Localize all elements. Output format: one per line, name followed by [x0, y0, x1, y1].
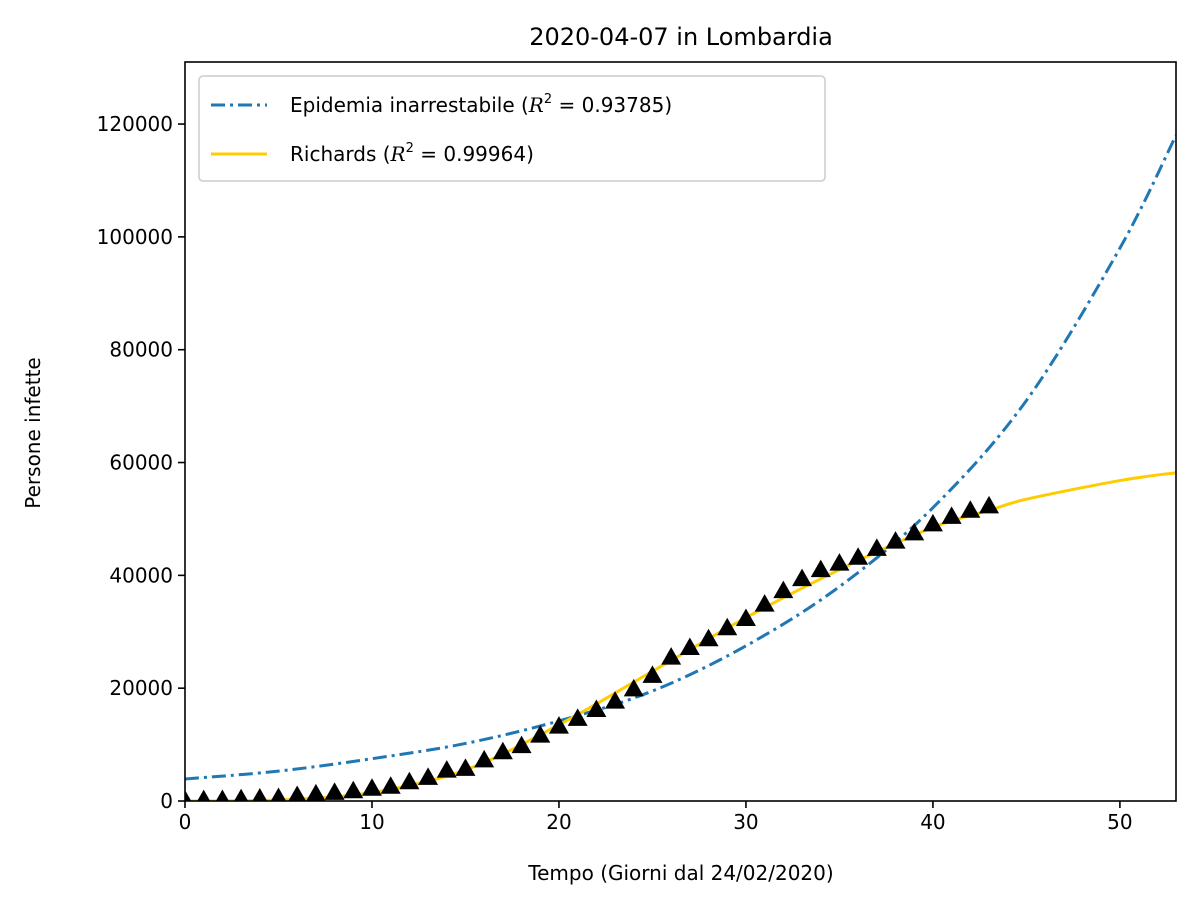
data-point-marker — [866, 538, 887, 556]
x-axis-label: Tempo (Giorni dal 24/02/2020) — [527, 861, 833, 885]
data-point-marker — [979, 495, 1000, 514]
data-point-marker — [735, 608, 756, 627]
data-point-marker — [698, 628, 719, 647]
x-tick-label: 10 — [359, 810, 384, 834]
data-point-marker — [810, 559, 831, 578]
y-tick-label: 40000 — [109, 563, 173, 587]
data-point-marker — [380, 776, 401, 794]
data-point-marker — [215, 789, 229, 801]
data-point-marker — [197, 789, 211, 801]
y-tick-label: 120000 — [97, 112, 173, 136]
y-tick-label: 20000 — [109, 676, 173, 700]
data-point-marker — [306, 783, 326, 801]
data-point-marker — [361, 778, 382, 796]
data-point-marker — [185, 790, 192, 801]
x-tick-label: 30 — [733, 810, 758, 834]
data-point-marker — [474, 749, 495, 768]
plot-frame — [184, 61, 1177, 802]
data-point-marker — [941, 506, 962, 524]
data-point-marker — [270, 787, 287, 801]
plot-layer — [185, 134, 1176, 801]
data-point-marker — [922, 513, 943, 532]
data-point-marker — [492, 741, 513, 760]
data-point-marker — [754, 594, 775, 612]
data-point-marker — [792, 568, 813, 587]
data-point-marker — [418, 767, 439, 785]
data-point-marker — [717, 617, 738, 636]
x-tick-label: 50 — [1107, 810, 1132, 834]
chart-title: 2020-04-07 in Lombardia — [529, 23, 833, 51]
data-point-marker — [567, 708, 588, 726]
data-point-marker — [548, 716, 569, 734]
data-point-marker — [960, 500, 981, 518]
x-tick-label: 20 — [546, 810, 571, 834]
data-point-marker — [605, 691, 626, 709]
data-point-marker — [436, 760, 457, 778]
y-tick-label: 0 — [160, 789, 173, 813]
data-point-marker — [623, 678, 644, 697]
axes-layer: 0 10 20 30 40 50 0 20000 40000 60000 80000 100000 12… — [97, 61, 1177, 834]
data-point-marker — [679, 637, 700, 656]
legend-label-richards: Richards (R2 = 0.99964) — [290, 141, 534, 166]
data-point-marker — [773, 580, 794, 599]
y-tick-label: 60000 — [109, 451, 173, 475]
data-point-marker — [904, 522, 925, 541]
data-point-marker — [234, 788, 249, 801]
legend: Epidemia inarrestabile (R2 = 0.93785) Ri… — [198, 75, 826, 182]
legend-box — [198, 75, 826, 182]
y-tick-label: 100000 — [97, 225, 173, 249]
data-point-marker — [848, 547, 869, 565]
data-point-marker — [288, 785, 307, 801]
legend-label-epidemia: Epidemia inarrestabile (R2 = 0.93785) — [290, 92, 672, 117]
data-point-marker — [511, 735, 532, 754]
y-tick-label: 80000 — [109, 338, 173, 362]
data-point-marker — [324, 782, 345, 800]
data-point-marker — [252, 788, 268, 801]
series-line-epidemia — [185, 134, 1176, 781]
data-point-marker — [586, 699, 607, 717]
x-tick-label: 0 — [179, 810, 192, 834]
y-axis-label: Persone infette — [21, 357, 45, 508]
data-point-marker — [642, 665, 663, 683]
data-point-marker — [455, 758, 476, 776]
x-tick-label: 40 — [920, 810, 945, 834]
data-point-marker — [530, 725, 551, 743]
data-point-marker — [885, 531, 906, 549]
data-point-marker — [661, 647, 682, 665]
data-point-marker — [399, 771, 420, 790]
data-point-marker — [829, 553, 850, 571]
data-point-marker — [343, 780, 364, 799]
